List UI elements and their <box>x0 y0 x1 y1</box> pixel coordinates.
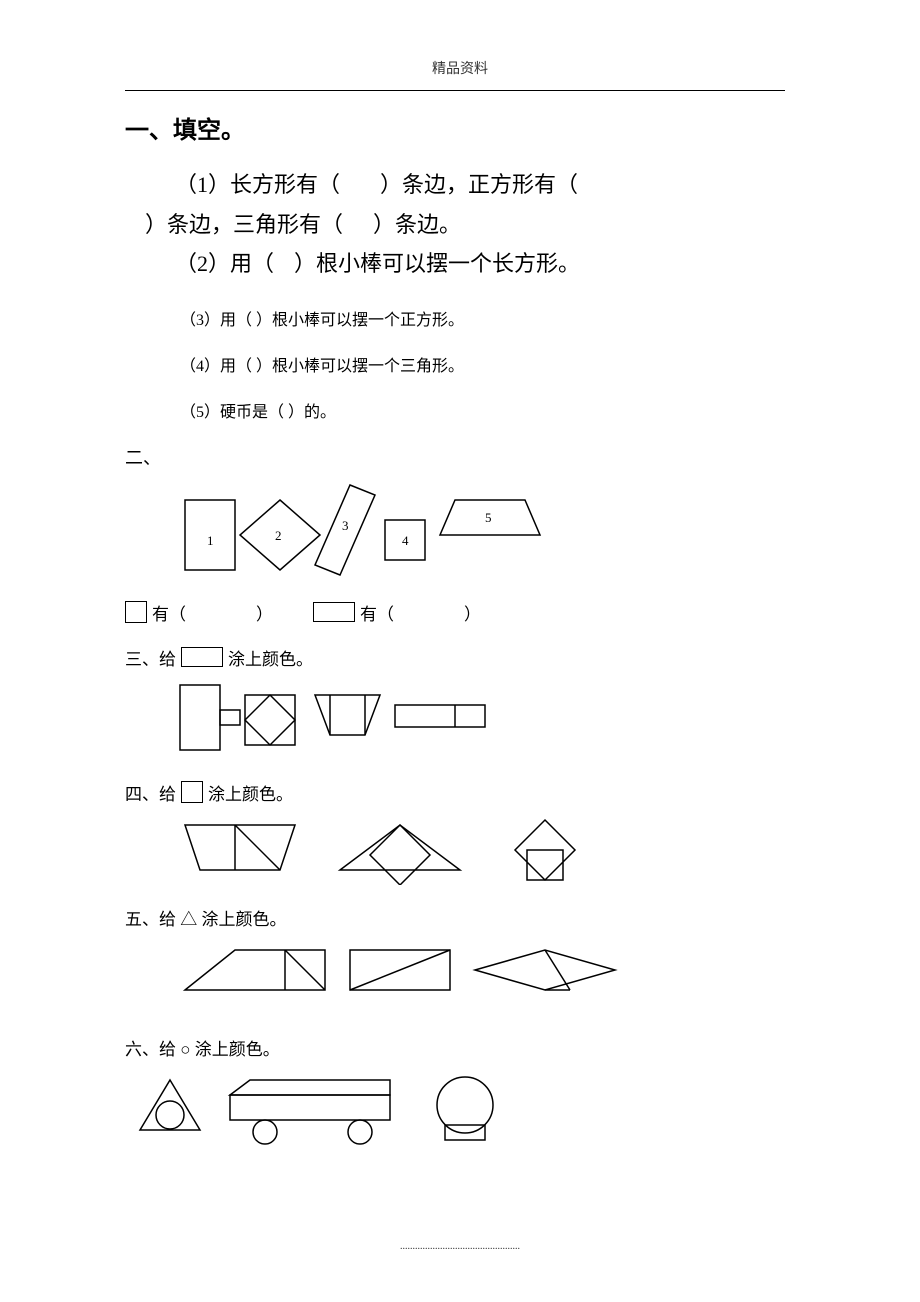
q1-text-3a: ）条边，三角形有（ <box>145 205 343 245</box>
square-icon-s4 <box>181 781 203 803</box>
shapes-svg-3 <box>175 680 575 760</box>
ans-text-3: 有（ <box>360 600 394 625</box>
ans-text-1: 有（ <box>152 600 186 625</box>
section4-shapes <box>175 815 785 885</box>
section4-title: 四、给 涂上颜色。 <box>125 780 785 805</box>
shapes-svg-6 <box>135 1070 565 1145</box>
q4-text: （4）用（ ）根小棒可以摆一个三角形。 <box>180 352 785 376</box>
s3-prefix: 三、给 <box>125 645 176 670</box>
rect-icon-s3 <box>181 647 223 667</box>
q1-text-2: ）条边，正方形有（ <box>380 165 578 205</box>
top-divider <box>125 90 785 91</box>
svg-text:1: 1 <box>207 533 214 548</box>
section3-title: 三、给 涂上颜色。 <box>125 645 785 670</box>
section2-shapes: 1 2 3 4 5 <box>175 480 785 590</box>
section5-shapes <box>175 940 785 1005</box>
svg-text:5: 5 <box>485 510 492 525</box>
shapes-svg-4 <box>175 815 625 885</box>
section2-answer: 有（ ） 有（ ） <box>125 600 785 625</box>
square-icon <box>125 601 147 623</box>
ans-text-2: ） <box>256 600 273 625</box>
svg-text:3: 3 <box>342 518 349 533</box>
q1-text-4: ）条边。 <box>373 205 461 245</box>
svg-text:2: 2 <box>275 528 282 543</box>
shapes-svg-1: 1 2 3 4 5 <box>175 480 595 590</box>
section5-title: 五、给 △ 涂上颜色。 <box>125 905 785 930</box>
rect-icon <box>313 602 355 622</box>
section6-shapes <box>135 1070 785 1145</box>
content-area: 一、填空。 （1）长方形有（ ）条边，正方形有（ ）条边，三角形有（ ）条边。 … <box>125 110 785 1145</box>
header-label: 精品资料 <box>432 58 488 78</box>
q1-text-1: （1）长方形有（ <box>175 165 340 205</box>
bottom-dots: ........................................… <box>400 1241 520 1252</box>
q5-text: （5）硬币是（ ）的。 <box>180 398 785 422</box>
section3-shapes <box>175 680 785 760</box>
s3-suffix: 涂上颜色。 <box>228 645 313 670</box>
q2-text-1: （2）用（ <box>175 244 274 284</box>
ans-text-4: ） <box>464 600 481 625</box>
s5-text: 五、给 △ 涂上颜色。 <box>125 905 287 930</box>
q3-text: （3）用（ ）根小棒可以摆一个正方形。 <box>180 306 785 330</box>
section6-title: 六、给 ○ 涂上颜色。 <box>125 1035 785 1060</box>
s6-text: 六、给 ○ 涂上颜色。 <box>125 1035 280 1060</box>
section1-title: 一、填空。 <box>125 110 785 145</box>
section2-title: 二、 <box>125 444 785 470</box>
q2-text-2: ）根小棒可以摆一个长方形。 <box>294 244 580 284</box>
svg-text:4: 4 <box>402 533 409 548</box>
s4-prefix: 四、给 <box>125 780 176 805</box>
s4-suffix: 涂上颜色。 <box>208 780 293 805</box>
shapes-svg-5 <box>175 940 655 1005</box>
